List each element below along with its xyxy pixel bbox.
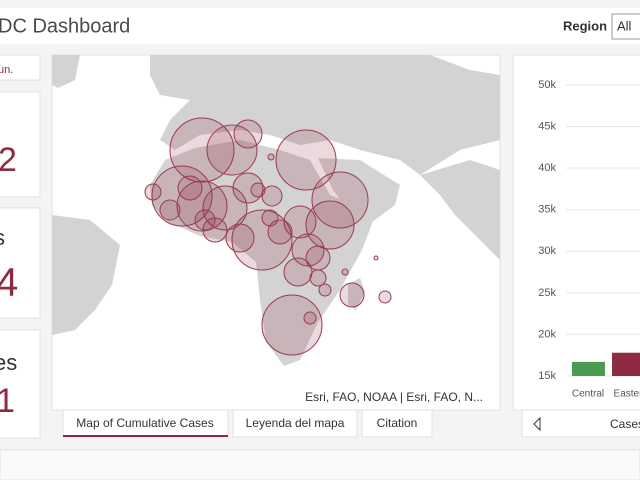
y-tick-label: 50k <box>538 79 556 91</box>
map-bubble <box>318 283 332 297</box>
map-bubble <box>267 219 293 245</box>
card-value: 2 <box>0 141 17 179</box>
bar-chart: 15k 20k 25k 30k 35k 40k 45k 50k Central Easter <box>538 79 640 400</box>
map-bubble <box>339 282 365 308</box>
y-tick-label: 30k <box>538 245 556 257</box>
map-bubble <box>341 268 349 276</box>
region-value: All <box>617 18 632 33</box>
card-value: 4 <box>0 261 18 305</box>
prev-arrow[interactable] <box>533 416 541 432</box>
map-bubble <box>225 223 255 253</box>
map-bubble <box>177 175 203 201</box>
map-bubble <box>311 171 369 229</box>
card <box>0 54 41 81</box>
map-bubble <box>194 209 216 231</box>
chart-tab-bar <box>521 409 640 438</box>
chart-tab-label[interactable]: Cases <box>610 417 640 431</box>
map-bubble <box>250 182 266 198</box>
map-bubble <box>233 119 263 149</box>
region-select[interactable] <box>611 13 640 40</box>
map-bubbles <box>144 117 392 356</box>
map-bubble <box>261 209 279 227</box>
map-bubble <box>373 255 379 261</box>
map-bubble <box>232 172 264 204</box>
card-value: 1 <box>0 382 15 420</box>
map-bubble <box>309 269 327 287</box>
bar <box>572 361 605 376</box>
map-bubble <box>267 153 275 161</box>
map-bubble <box>144 183 162 201</box>
y-tick-label: 35k <box>538 204 556 216</box>
map-bubble <box>231 209 293 271</box>
card-label: s <box>0 225 5 250</box>
map-attribution: Esri, FAO, NOAA | Esri, FAO, N... <box>305 390 483 404</box>
tab[interactable] <box>361 409 433 438</box>
x-tick-label: Central <box>572 389 604 400</box>
card <box>0 329 41 439</box>
map-bubble <box>159 199 181 221</box>
y-tick-label: 40k <box>538 162 556 174</box>
map-bubble <box>261 294 323 356</box>
region-label: Region <box>563 18 607 33</box>
y-tick-label: 15k <box>538 370 556 382</box>
map-bubble <box>378 290 392 304</box>
map-bubble <box>303 311 317 325</box>
y-tick-label: 20k <box>538 328 556 340</box>
chart-panel <box>512 54 640 411</box>
map-bubble <box>283 257 313 287</box>
dashboard-title: DC Dashboard <box>0 15 130 37</box>
tab[interactable] <box>232 409 358 438</box>
map-bubble <box>275 129 337 191</box>
y-tick-label: 45k <box>538 120 556 132</box>
map-bubble <box>206 124 258 176</box>
card <box>0 91 41 198</box>
map-land <box>52 55 500 366</box>
footer-bar <box>0 449 640 480</box>
tab-label: Map of Cumulative Cases <box>76 416 213 430</box>
header-bar <box>0 8 640 44</box>
card-label: es <box>0 350 17 375</box>
card <box>0 207 41 319</box>
tab-label: Citation <box>377 416 418 430</box>
card-text: un. <box>0 64 13 76</box>
tab[interactable] <box>62 409 229 438</box>
tab-label: Leyenda del mapa <box>246 416 345 430</box>
x-tick-label: Easter <box>614 389 640 400</box>
y-tick-label: 25k <box>538 287 556 299</box>
bar <box>612 352 640 376</box>
